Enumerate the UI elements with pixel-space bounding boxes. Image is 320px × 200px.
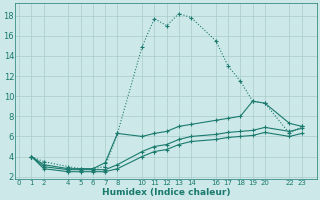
X-axis label: Humidex (Indice chaleur): Humidex (Indice chaleur): [102, 188, 230, 197]
